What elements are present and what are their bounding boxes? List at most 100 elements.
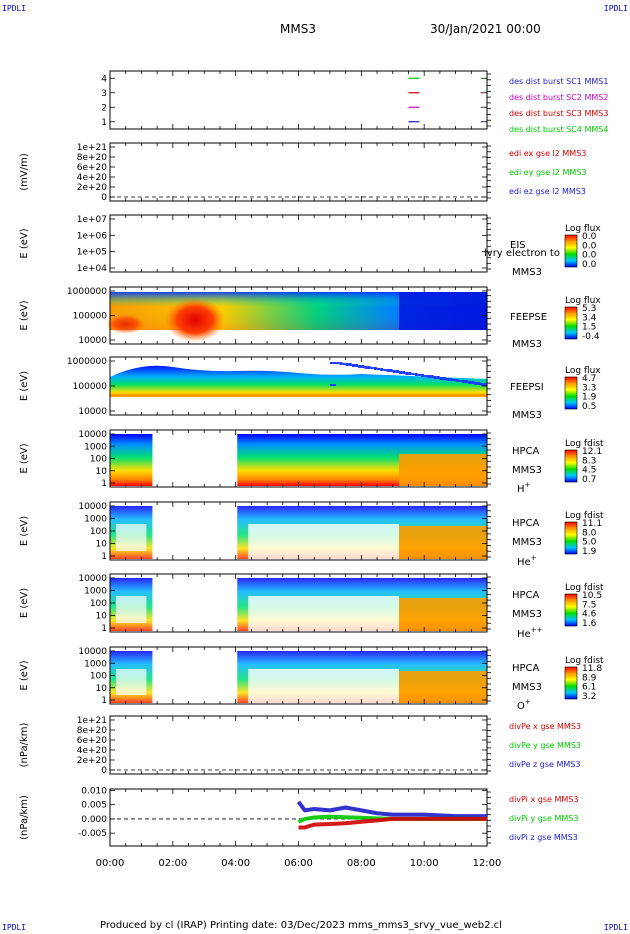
- colorbar-tick-label: 0.0: [582, 251, 597, 261]
- y-tick-label: 100: [90, 455, 107, 465]
- y-tick-label: 1e+06: [77, 231, 108, 241]
- colorbar-tick-label: 0.0: [582, 241, 597, 251]
- x-tick-label: 08:00: [347, 858, 376, 869]
- instrument-label: HPCA: [512, 663, 540, 674]
- y-tick-label: 1: [101, 696, 107, 706]
- y-tick-label: 8e+20: [77, 153, 108, 163]
- spectrogram-pixel: [405, 372, 409, 374]
- mission-title: MMS3: [280, 22, 316, 36]
- y-axis-label: E (eV): [19, 443, 30, 473]
- spacecraft-label: MMS3: [512, 465, 542, 476]
- legend-entry: des dist burst SC2 MMS2: [509, 93, 608, 102]
- colorbar-tick-label: 0.5: [582, 402, 596, 412]
- spectrogram-pixel: [333, 362, 337, 364]
- instrument-label: FEEPSE: [510, 312, 547, 323]
- spectrogram-pixel: [480, 383, 484, 385]
- y-axis-label: E (eV): [19, 516, 30, 546]
- spectrogram-pixel: [355, 364, 359, 366]
- colorbar-tick-label: 3.2: [582, 692, 596, 702]
- x-tick-label: 12:00: [473, 858, 502, 869]
- colorbar-tick-label: 12.1: [582, 447, 602, 457]
- panel-frame: [109, 715, 488, 775]
- y-axis-label: E (eV): [19, 588, 30, 618]
- y-tick-label: 0.005: [81, 801, 107, 811]
- panel-frame: [109, 214, 488, 273]
- y-tick-label: 10000: [78, 502, 107, 512]
- y-tick-label: 0: [101, 193, 107, 203]
- y-tick-label: 1: [101, 479, 107, 489]
- spectrogram-pixel: [367, 366, 371, 368]
- spectrogram-pixel: [414, 373, 418, 375]
- y-tick-label: 1: [101, 624, 107, 634]
- instrument-label: EIS: [510, 240, 526, 251]
- colorbar-tick-label: 0.7: [582, 475, 596, 485]
- legend-entry: divPi y gse MMS3: [509, 814, 578, 823]
- spectrogram-pixel: [468, 381, 472, 383]
- colorbar-tick-label: 3.4: [582, 313, 597, 323]
- y-tick-label: 2e+20: [77, 183, 108, 193]
- spectrogram-pixel: [421, 374, 425, 376]
- colorbar: [564, 306, 578, 340]
- spectrogram-pixel: [380, 368, 384, 370]
- species-charge: +: [525, 698, 531, 706]
- spectrogram-pixel: [411, 373, 415, 375]
- y-tick-label: 1: [101, 552, 107, 562]
- legend-entry: des dist burst SC4 MMS4: [509, 125, 608, 134]
- y-tick-label: 8e+20: [77, 726, 108, 736]
- y-tick-label: 10000: [78, 407, 107, 417]
- y-tick-label: 1000000: [67, 357, 107, 367]
- sparse-mask: [248, 596, 400, 631]
- panel-feepse: 10000 100000 1000000 E (eV) FEEPSE MMS3 Log fl…: [19, 286, 601, 350]
- panel-frame: [109, 70, 488, 130]
- y-tick-label: 10: [96, 540, 108, 550]
- colorbar-tick-label: 8.9: [582, 673, 597, 683]
- spectrogram-pixel: [345, 363, 349, 365]
- spectrogram-pixel: [386, 369, 390, 371]
- sparse-mask: [248, 669, 400, 703]
- colorbar: [564, 593, 578, 627]
- sparse-mask: [116, 524, 147, 551]
- spectrogram-pixel: [449, 378, 453, 380]
- legend-entry: edi ey gse l2 MMS3: [509, 168, 587, 177]
- colorbar-tick-label: 3.3: [582, 383, 596, 393]
- colorbar-tick-label: 1.6: [582, 619, 597, 629]
- spectrogram-pixel: [433, 376, 437, 378]
- y-tick-label: 100000: [73, 382, 108, 392]
- spectrogram-pixel: [392, 370, 396, 372]
- y-tick-label: 4e+20: [77, 746, 108, 756]
- y-tick-label: 1000: [84, 515, 107, 525]
- spectrogram-pixel: [364, 366, 368, 368]
- y-tick-label: 4: [101, 74, 107, 84]
- sparse-mask: [116, 669, 147, 695]
- y-tick-label: 10000: [78, 430, 107, 440]
- y-tick-label: 1: [101, 118, 107, 128]
- spectrogram-pixel: [471, 381, 475, 383]
- spectrogram-pixel: [383, 369, 387, 371]
- spectrogram-pixel: [358, 365, 362, 367]
- corner-label-top-left: IPDLI: [2, 4, 27, 13]
- spectrogram-pixel: [399, 371, 403, 373]
- legend-entry: divPi x gse MMS3: [509, 795, 578, 804]
- y-tick-label: 1000: [84, 587, 107, 597]
- spectrogram-pixel: [446, 378, 450, 380]
- colorbar-tick-label: 8.3: [582, 456, 596, 466]
- colorbar-tick-label: 1.5: [582, 323, 596, 333]
- y-tick-label: 1000000: [67, 287, 107, 297]
- spacecraft-label: MMS3: [512, 267, 542, 278]
- spectrogram-pixel: [389, 369, 393, 371]
- legend-entry: divPe z gse MMS3: [509, 760, 580, 769]
- panel-hpca_he2: 1 10 100 1000 10000 E (eV) HPCA MMS3 He++ Log fdi…: [19, 573, 604, 640]
- y-tick-label: 100: [90, 527, 107, 537]
- colorbar-tick-label: 11.1: [582, 519, 602, 529]
- colorbar-title: Log fdist: [565, 511, 604, 521]
- spectrogram-pixel: [417, 374, 421, 376]
- y-axis-label: E (eV): [19, 371, 30, 401]
- colorbar-tick-label: 0.0: [582, 260, 597, 270]
- spectrogram-pixel: [329, 384, 333, 386]
- legend-entry: edi ez gse l2 MMS3: [509, 187, 586, 196]
- colorbar: [564, 521, 578, 555]
- colorbar-tick-label: 10.5: [582, 591, 602, 601]
- spectrogram-pixel: [424, 375, 428, 377]
